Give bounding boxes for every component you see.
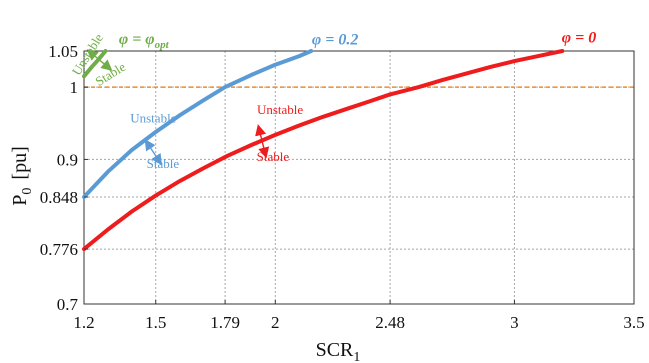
y-tick-label: 0.7 xyxy=(57,295,79,314)
stability-annotation: Stable xyxy=(257,149,290,164)
x-tick-label: 1.2 xyxy=(73,313,94,332)
y-tick-label: 0.9 xyxy=(57,150,78,169)
stability-double-arrow xyxy=(86,49,113,71)
series-line-1 xyxy=(82,49,314,199)
stability-annotation: Unstable xyxy=(130,111,176,126)
x-tick-label: 3.5 xyxy=(623,313,644,332)
y-tick-label: 0.776 xyxy=(40,240,78,259)
y-axis-label-group: P0[pu] xyxy=(9,146,35,205)
y-tick-label: 1.05 xyxy=(48,42,78,61)
y-tick-label: 0.848 xyxy=(40,188,78,207)
curve-label: φ = 0.2 xyxy=(312,31,358,48)
plot-frame xyxy=(83,50,635,305)
tick-labels: 1.2 1.5 1.79 2 2.48 3 3.5 0.7 0.776 0.848 0.9 1 1.05 xyxy=(40,42,645,332)
x-tick-label: 1.5 xyxy=(145,313,166,332)
x-tick-label: 3 xyxy=(510,313,519,332)
y-tick-label: 1 xyxy=(70,78,79,97)
x-tick-label: 1.79 xyxy=(210,313,240,332)
curve-label: φ = φopt xyxy=(119,31,170,51)
stability-annotation: Unstable xyxy=(257,102,303,117)
stability-double-arrow xyxy=(255,124,270,159)
series-line-0 xyxy=(82,49,565,252)
stability-arrows xyxy=(86,49,270,166)
x-tick-label: 2.48 xyxy=(375,313,405,332)
x-tick-label: 2 xyxy=(271,313,280,332)
x-axis-label: SCR1 xyxy=(316,339,361,363)
stability-annotation: Stable xyxy=(147,156,180,171)
stability-annotation: Stable xyxy=(93,59,129,89)
stability-double-arrow xyxy=(144,139,163,166)
y-axis-label: P0[pu] xyxy=(9,146,35,205)
grid xyxy=(84,51,634,304)
plot-area-border xyxy=(83,50,635,305)
curve-label: φ = 0 xyxy=(562,29,596,46)
